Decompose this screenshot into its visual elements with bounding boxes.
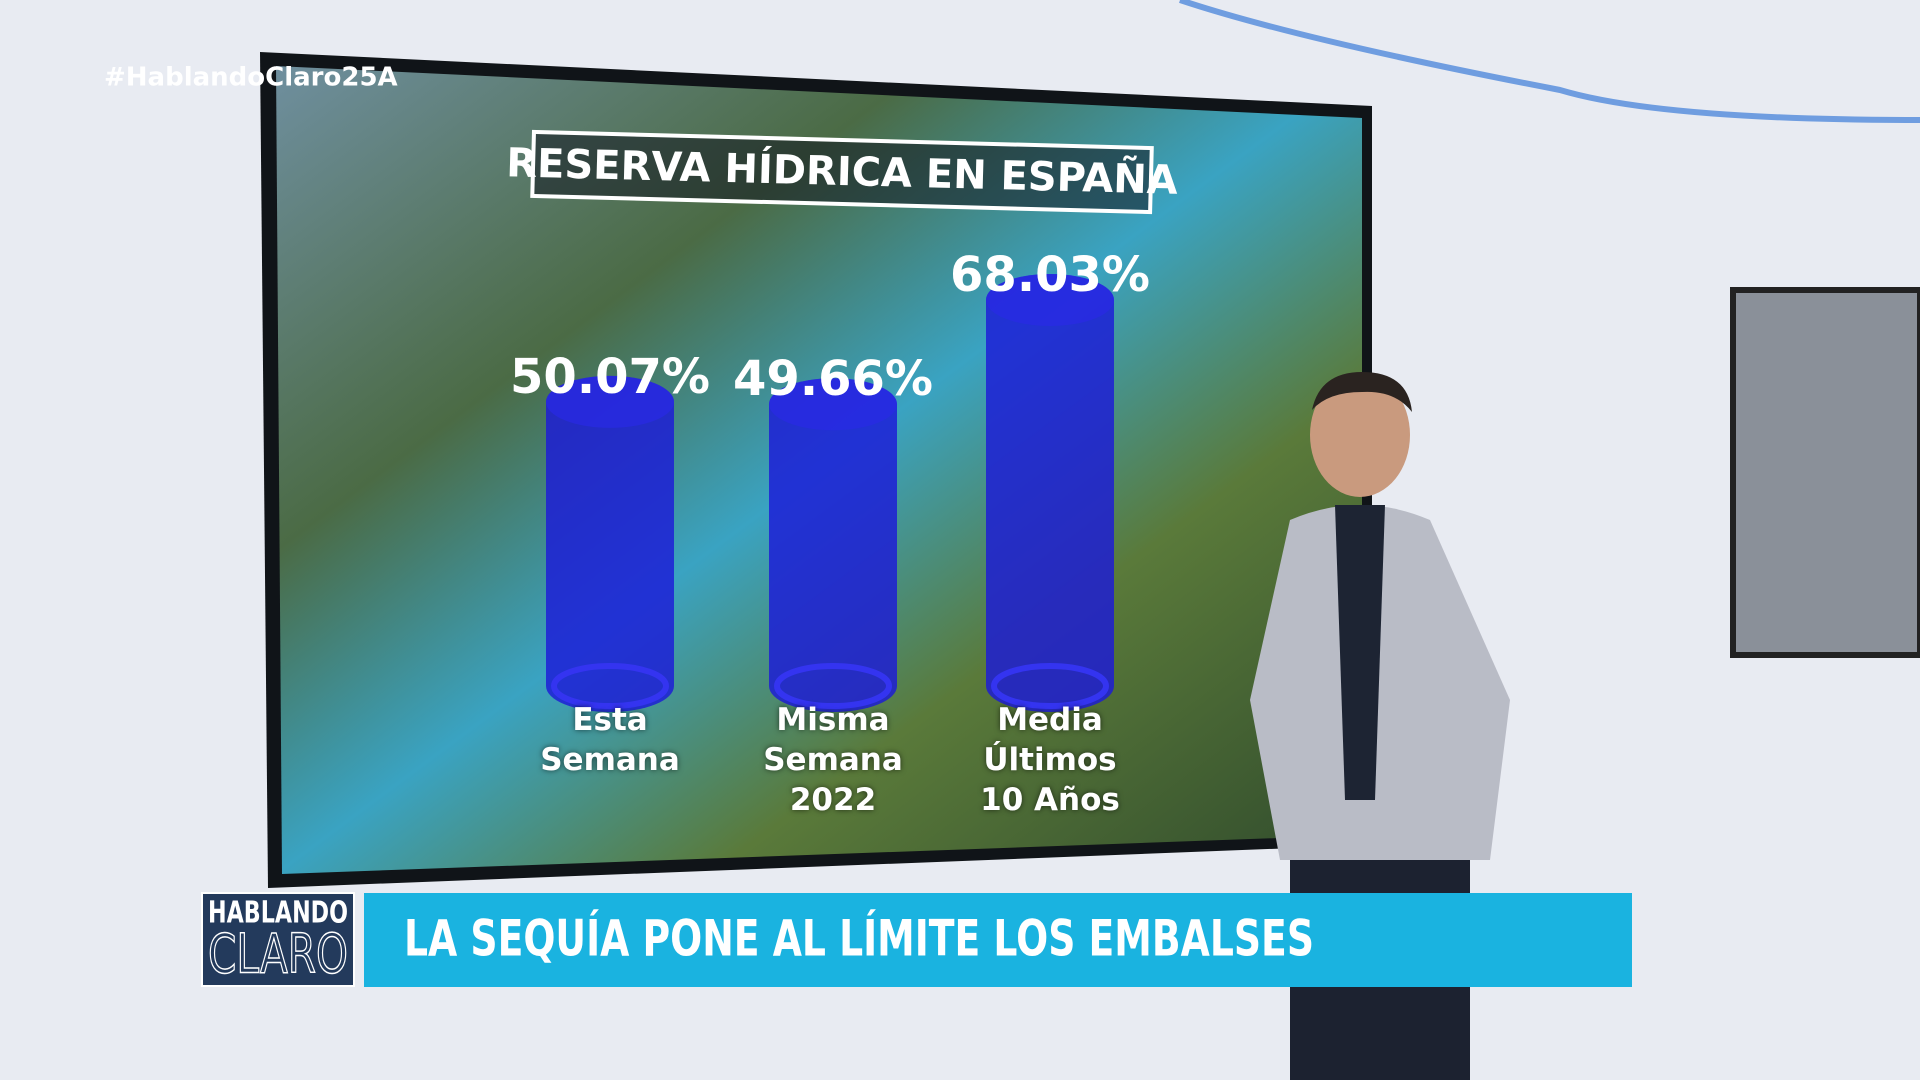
- wall-stripe: [1179, 0, 1920, 123]
- cylinder-base-ring: [551, 663, 669, 709]
- side-screen: [1730, 287, 1920, 658]
- cylinder-top: [546, 375, 674, 428]
- cylinder: [546, 375, 674, 712]
- logo-box: [201, 892, 355, 987]
- title-box-group: RESERVA HÍDRICA EN ESPAÑA: [506, 129, 1178, 215]
- value-label: 50.07%: [510, 349, 710, 405]
- presenter-jacket: [1250, 505, 1510, 860]
- headline: LA SEQUÍA PONE AL LÍMITE LOS EMBALSES: [404, 909, 1314, 968]
- category-label: Misma Semana 2022: [763, 702, 903, 818]
- title-box: [530, 129, 1154, 215]
- logo-line1: HABLANDO: [208, 896, 348, 931]
- cylinder: [769, 378, 897, 712]
- presenter-hair: [1312, 372, 1412, 412]
- cylinder-top: [769, 378, 897, 431]
- category-label: Esta Semana: [540, 702, 680, 778]
- cylinder-base-ring: [774, 663, 892, 709]
- hashtag: #HablandoClaro25A: [104, 63, 398, 93]
- cylinder: [986, 274, 1114, 712]
- presenter-shirt: [1335, 505, 1385, 800]
- cylinder-top: [986, 274, 1114, 326]
- cylinder-base-ring: [991, 663, 1109, 709]
- headline-bar: [364, 893, 1632, 987]
- value-label: 68.03%: [950, 247, 1150, 303]
- presenter-head: [1310, 373, 1410, 497]
- category-label: Media Últimos 10 Años: [980, 702, 1120, 818]
- value-label: 49.66%: [733, 351, 933, 407]
- logo-line2: CLARO: [208, 923, 348, 986]
